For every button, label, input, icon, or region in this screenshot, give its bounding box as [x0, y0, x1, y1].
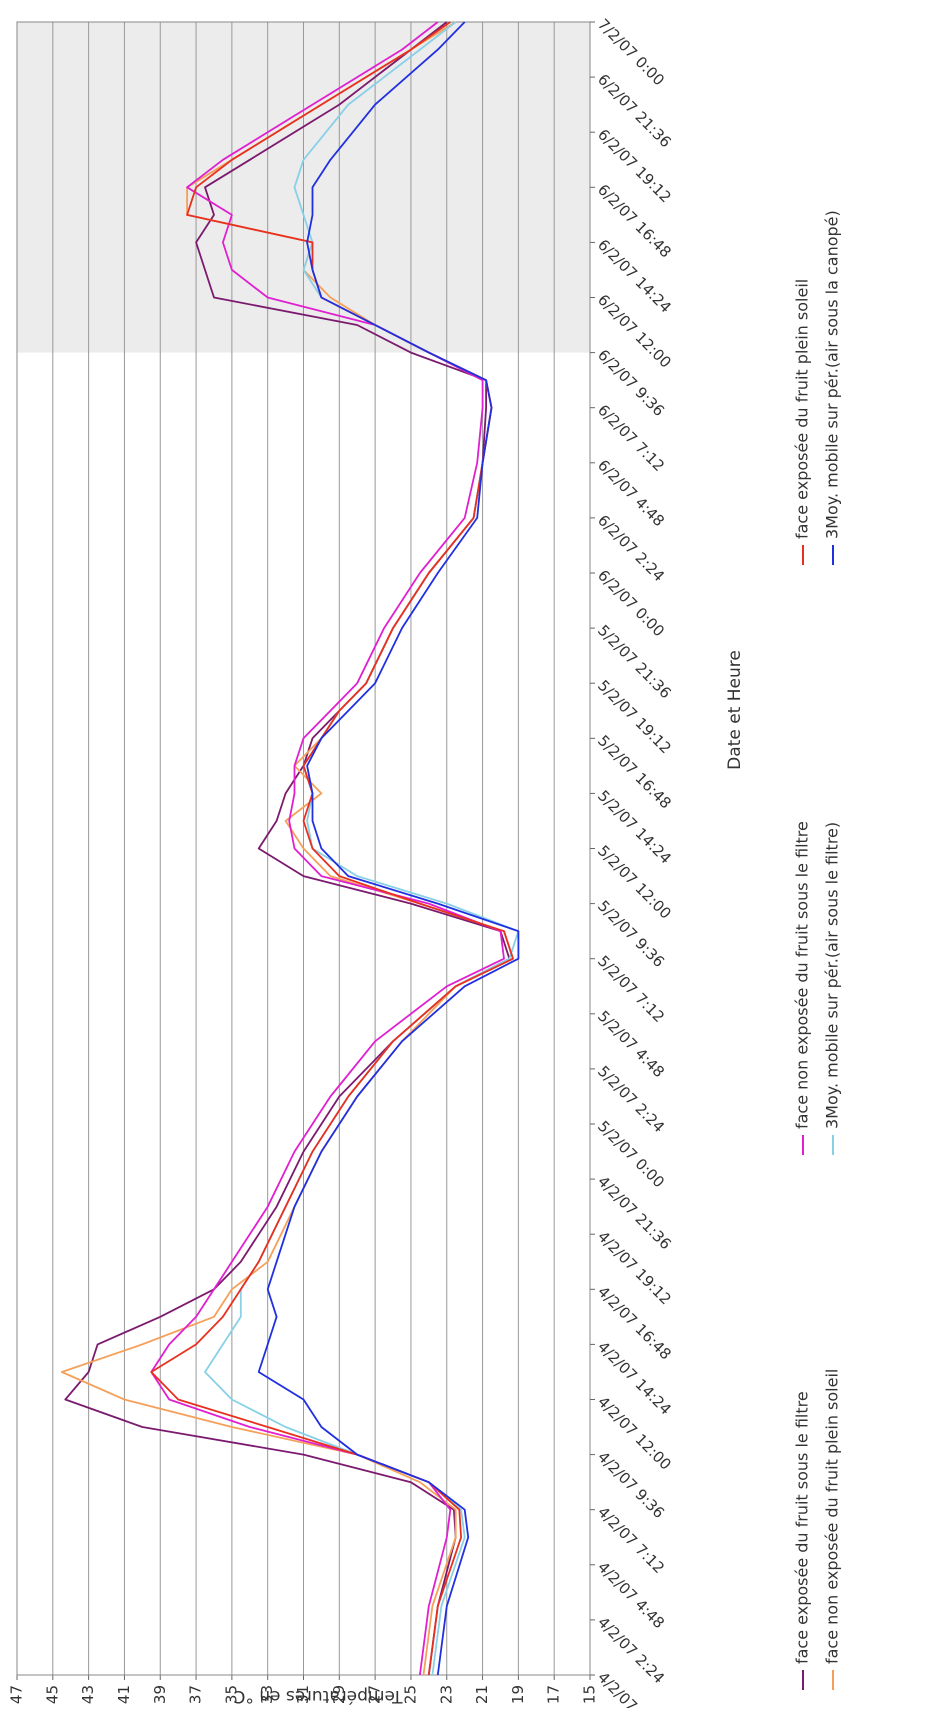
y-tick-label: 31 — [294, 1685, 312, 1704]
series-line — [204, 21, 520, 1676]
plot-area — [16, 21, 595, 1680]
legend-label: face non exposée du fruit plein soleil — [823, 1369, 842, 1664]
y-tick-label: 17 — [545, 1685, 563, 1704]
series-line — [257, 21, 520, 1676]
legend-label: 3Moy. mobile sur pér.(air sous la canopé… — [823, 210, 842, 539]
legend-label: face non exposée du fruit sous le filtre — [793, 821, 812, 1129]
y-tick-label: 35 — [222, 1685, 240, 1704]
legend-label: face exposée du fruit plein soleil — [793, 279, 812, 539]
legend-label: face exposée du fruit sous le filtre — [793, 1391, 812, 1664]
y-tick-label: 33 — [258, 1685, 276, 1704]
series-line — [150, 21, 505, 1676]
series-line — [64, 21, 511, 1676]
legend-label: 3Moy. mobile sur pér.(air sous le filtre… — [823, 822, 842, 1129]
y-tick-label: 37 — [187, 1685, 205, 1704]
y-tick-label: 43 — [79, 1685, 97, 1704]
y-tick-label: 15 — [581, 1685, 599, 1704]
y-axis-title: Températures en °C — [234, 1686, 404, 1706]
y-tick-label: 41 — [115, 1685, 133, 1704]
y-tick-label: 25 — [401, 1685, 419, 1704]
x-axis-title: Date et Heure — [725, 650, 745, 770]
y-tick-label: 19 — [509, 1685, 527, 1704]
y-tick-label: 39 — [151, 1685, 169, 1704]
y-tick-label: 47 — [8, 1685, 26, 1704]
y-tick-label: 23 — [437, 1685, 455, 1704]
y-tick-label: 27 — [366, 1685, 384, 1704]
y-tick-label: 29 — [330, 1685, 348, 1704]
y-tick-label: 21 — [473, 1685, 491, 1704]
y-tick-label: 45 — [43, 1685, 61, 1704]
